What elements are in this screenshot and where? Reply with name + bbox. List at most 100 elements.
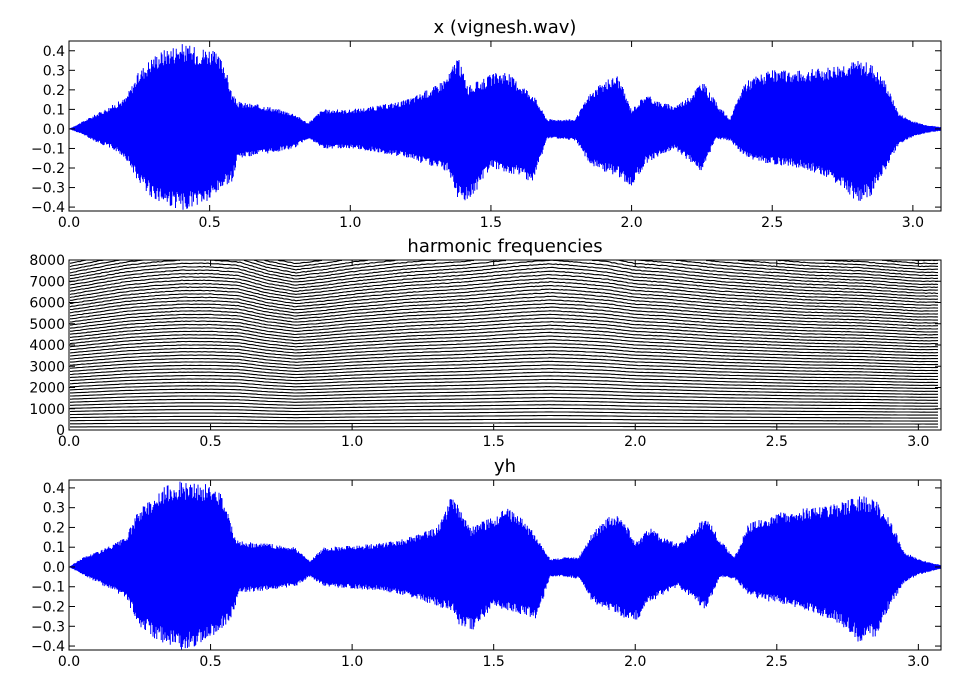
x-tick-label: 2.5: [766, 654, 788, 670]
x-tick-label: 0.0: [58, 434, 80, 450]
harmonic-track-3: [70, 418, 938, 422]
y-tick-label: 0.4: [43, 44, 65, 60]
x-tick-label: 3.0: [902, 215, 924, 231]
harmonic-track-41: [69, 281, 939, 309]
harmonic-track-34: [69, 306, 939, 330]
harmonic-track-43: [69, 273, 939, 303]
y-tick-label: 0.3: [43, 63, 65, 79]
x-tick-label: 1.0: [341, 434, 363, 450]
x-tick-label: 3.0: [907, 434, 929, 450]
harmonic-track-46: [69, 263, 939, 294]
x-tick-label: 2.5: [761, 215, 783, 231]
x-tick-label: 2.0: [620, 215, 642, 231]
subplot-waveform-yh: yh 0.0 0.5 1.0 1.5 2.0 2.5 3.0 −0.4 −0.3 −0.2 −0.1…: [31, 456, 942, 670]
y-tick-label: −0.4: [31, 639, 65, 655]
harmonic-track-22: [70, 350, 939, 366]
y-tick-label: −0.1: [31, 141, 65, 157]
plot-area: [69, 44, 941, 210]
harmonic-track-19: [69, 360, 939, 375]
y-tick-label: 0.1: [43, 102, 65, 118]
chart-title: x (vignesh.wav): [434, 17, 577, 38]
harmonic-track-13: [69, 382, 939, 392]
harmonic-track-6: [69, 407, 939, 413]
x-tick-label: 0.5: [199, 215, 221, 231]
harmonic-track-51: [69, 260, 939, 280]
y-tick-label: 0.0: [43, 122, 65, 138]
harmonic-track-49: [69, 260, 939, 286]
y-tick-label: 0.3: [43, 501, 65, 517]
y-tick-label: 6000: [29, 296, 65, 312]
harmonic-track-10: [69, 393, 939, 401]
plot-area: [69, 260, 939, 428]
plot-area: [69, 481, 941, 650]
harmonic-track-5: [69, 411, 939, 416]
y-tick-label: 3000: [29, 359, 65, 375]
harmonic-track-45: [69, 266, 939, 297]
harmonic-track-35: [69, 302, 939, 327]
chart-title: yh: [494, 456, 516, 477]
harmonic-track-33: [69, 310, 939, 333]
y-tick-label: 0.2: [43, 520, 65, 536]
y-tick-label: 0: [56, 423, 65, 439]
harmonic-track-42: [70, 277, 938, 306]
waveform-series-0: [69, 44, 941, 210]
axes-frame: [68, 40, 942, 212]
harmonic-track-2: [70, 422, 938, 425]
harmonic-track-56: [882, 260, 939, 265]
waveform-series-0: [69, 481, 941, 650]
harmonic-track-7: [69, 404, 938, 410]
y-tick-label: 2000: [29, 381, 65, 397]
harmonic-track-18: [69, 364, 939, 378]
harmonic-track-1: [70, 425, 938, 428]
harmonic-track-28: [69, 328, 939, 348]
x-tick-label: 0.0: [58, 654, 80, 670]
harmonic-track-9: [69, 396, 939, 404]
harmonic-track-36: [69, 299, 939, 324]
y-tick-label: −0.3: [31, 181, 65, 197]
harmonic-track-21: [70, 353, 939, 369]
y-tick-label: 4000: [29, 338, 65, 354]
harmonic-track-24: [69, 342, 938, 360]
harmonic-track-38: [69, 292, 939, 318]
x-tick-label: 0.5: [199, 434, 221, 450]
harmonic-track-39: [69, 288, 939, 315]
harmonic-track-30: [69, 320, 939, 342]
y-tick-label: 7000: [29, 274, 65, 290]
harmonic-track-27: [69, 331, 939, 351]
axes-frame: [68, 479, 942, 651]
x-tick-label: 1.5: [483, 434, 505, 450]
subplot-harmonic-frequencies: harmonic frequencies 0.0 0.5 1.0 1.5 2.0 2.5 3…: [29, 236, 942, 450]
y-tick-label: −0.2: [31, 161, 65, 177]
harmonic-track-23: [69, 346, 938, 363]
y-tick-label: 8000: [29, 253, 65, 269]
x-tick-label: 2.5: [766, 434, 788, 450]
x-tick-label: 2.0: [624, 654, 646, 670]
x-tick-label: 0.5: [199, 654, 221, 670]
harmonic-track-25: [69, 339, 939, 357]
harmonic-track-11: [70, 389, 939, 398]
harmonic-track-17: [69, 368, 939, 381]
harmonic-track-44: [69, 270, 939, 300]
y-tick-label: 1000: [29, 402, 65, 418]
harmonic-track-16: [69, 371, 939, 384]
y-tick-label: −0.1: [31, 580, 65, 596]
x-tick-label: 1.5: [483, 654, 505, 670]
y-tick-label: 0.4: [43, 481, 65, 497]
harmonic-track-47: [69, 260, 939, 291]
x-tick-label: 3.0: [907, 654, 929, 670]
y-tick-label: −0.3: [31, 619, 65, 635]
harmonic-track-32: [70, 313, 939, 336]
harmonic-track-31: [69, 317, 938, 339]
harmonic-track-12: [70, 386, 938, 395]
harmonic-track-4: [69, 414, 938, 419]
subplot-waveform-x: x (vignesh.wav) 0.0 0.5 1.0 1.5 2.0 2.5 3.0 −0.…: [31, 17, 942, 231]
y-tick-label: 0.1: [43, 540, 65, 556]
y-tick-label: −0.4: [31, 200, 65, 216]
y-tick-label: 0.0: [43, 560, 65, 576]
harmonic-track-26: [69, 335, 939, 354]
x-tick-label: 1.5: [480, 215, 502, 231]
x-tick-label: 0.0: [58, 215, 80, 231]
x-tick-label: 1.0: [339, 215, 361, 231]
harmonic-track-53: [69, 260, 939, 274]
